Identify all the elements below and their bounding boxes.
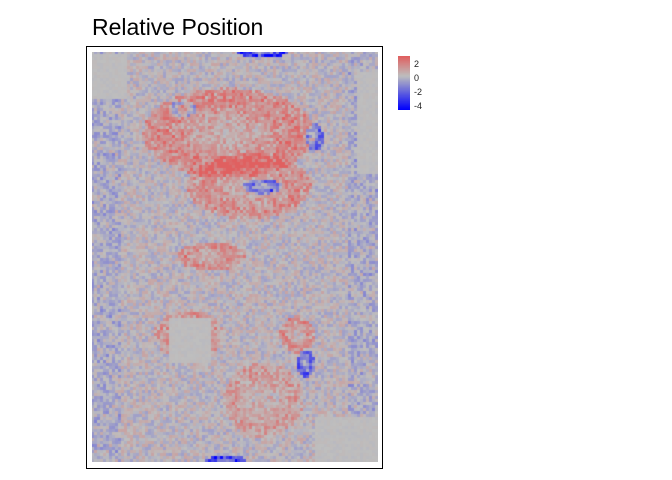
legend-tick (410, 78, 413, 79)
legend-label-neg4: -4 (414, 101, 423, 111)
legend-label-0: 0 (414, 73, 420, 83)
heatmap-canvas (92, 52, 378, 462)
chart-title: Relative Position (92, 14, 264, 40)
color-legend: 2 0 -2 -4 (398, 56, 438, 112)
legend-label-neg2: -2 (414, 87, 423, 97)
legend-label-2: 2 (414, 59, 420, 69)
legend-tick (410, 92, 413, 93)
legend-tick (410, 106, 413, 107)
legend-tick (410, 64, 413, 65)
legend-colorbar (398, 56, 410, 110)
